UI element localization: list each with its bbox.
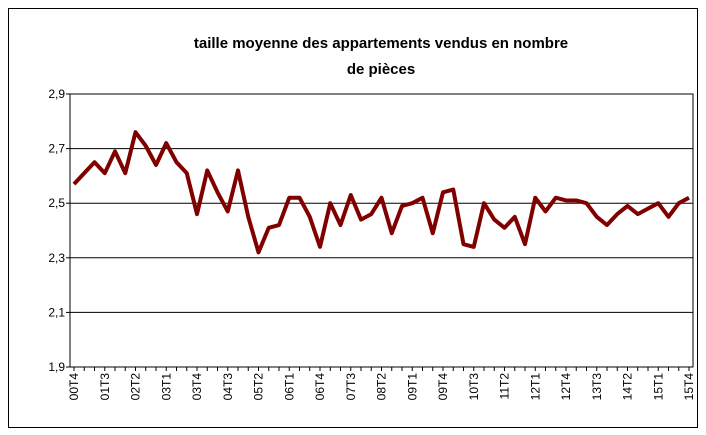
x-tick-label: 08T2 (375, 373, 389, 401)
x-tick-label: 09T4 (436, 373, 450, 401)
x-tick-label: 09T1 (405, 373, 419, 401)
x-tick-label: 15T4 (682, 373, 696, 401)
x-tick-label: 01T3 (98, 373, 112, 401)
x-tick-label: 03T4 (190, 373, 204, 401)
y-tick-label: 2,9 (48, 87, 65, 101)
x-tick-label: 03T1 (159, 373, 173, 401)
y-tick-label: 1,9 (48, 360, 65, 374)
x-tick-label: 04T3 (221, 373, 235, 401)
chart-frame (8, 8, 698, 428)
chart-title: taille moyenne des appartements vendus e… (194, 35, 568, 52)
x-tick-label: 15T1 (651, 373, 665, 401)
data-line (72, 130, 690, 255)
y-tick-label: 2,7 (48, 142, 65, 156)
x-tick-label: 14T2 (621, 373, 635, 401)
y-tick-label: 2,3 (48, 251, 65, 265)
x-tick-label: 12T1 (528, 373, 542, 401)
y-tick-label: 2,5 (48, 196, 65, 210)
x-tick-label: 11T2 (498, 373, 512, 400)
x-tick-label: 12T4 (559, 373, 573, 401)
x-tick-label: 07T3 (344, 373, 358, 401)
x-tick-label: 05T2 (252, 373, 266, 401)
x-tick-label: 06T1 (282, 373, 296, 401)
x-tick-label: 00T4 (67, 373, 81, 401)
x-tick-label: 02T2 (129, 373, 143, 401)
y-tick-label: 2,1 (48, 305, 65, 319)
x-tick-label: 06T4 (313, 373, 327, 401)
x-tick-label: 13T3 (590, 373, 604, 401)
chart-title: de pièces (347, 61, 415, 78)
x-tick-label: 10T3 (467, 373, 481, 401)
